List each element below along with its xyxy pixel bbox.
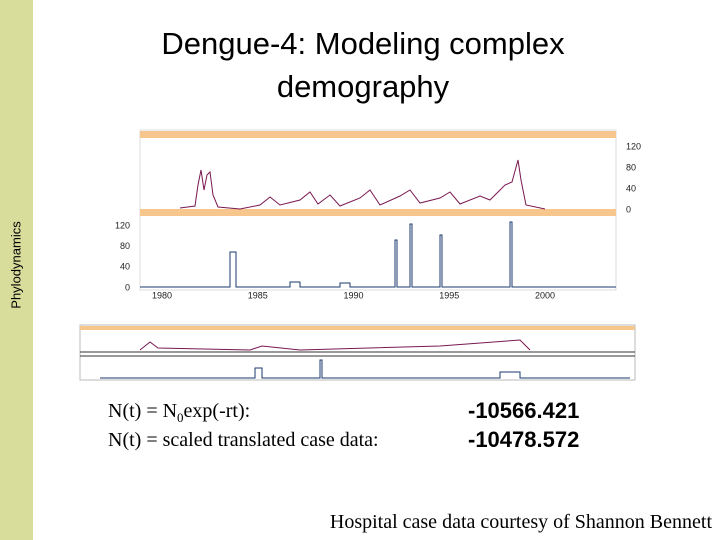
x-tick-label: 2000 xyxy=(535,290,555,300)
likelihood-value: -10566.421 xyxy=(468,398,580,423)
trace xyxy=(100,359,630,379)
panel-band xyxy=(140,209,616,216)
y-tick-label: 40 xyxy=(626,183,636,193)
likelihood-value: -10478.572 xyxy=(468,427,580,452)
panel-band xyxy=(140,131,616,138)
y-tick-label: 80 xyxy=(120,241,130,251)
panel-band xyxy=(80,326,635,330)
y-tick-label: 0 xyxy=(626,204,631,214)
trace xyxy=(179,159,546,210)
y-tick-label: 80 xyxy=(626,162,636,172)
equation-text: N(t) = scaled translated case data: xyxy=(108,429,379,451)
equation: N(t) = N0exp(-rt): xyxy=(108,400,250,426)
title-line: demography xyxy=(276,69,450,104)
footer-credit: Hospital case data courtesy of Shannon B… xyxy=(329,511,712,533)
equation-subscript: 0 xyxy=(177,410,184,425)
x-tick-label: 1990 xyxy=(343,290,363,300)
y-tick-label: 40 xyxy=(120,262,130,272)
equation-text: N(t) = N xyxy=(108,400,178,422)
title-line: Dengue-4: Modeling complex xyxy=(161,26,565,61)
equation-text: exp(-rt): xyxy=(183,400,251,422)
x-tick-label: 1995 xyxy=(439,290,459,300)
y-tick-label: 0 xyxy=(125,282,130,292)
x-tick-label: 1985 xyxy=(248,290,268,300)
y-tick-label: 120 xyxy=(115,220,130,230)
y-tick-label: 120 xyxy=(626,141,641,151)
trace xyxy=(139,339,531,351)
trace xyxy=(140,221,616,288)
sidebar: Phylodynamics xyxy=(0,0,33,540)
x-tick-label: 1980 xyxy=(152,290,172,300)
equation: N(t) = scaled translated case data: xyxy=(108,429,379,452)
